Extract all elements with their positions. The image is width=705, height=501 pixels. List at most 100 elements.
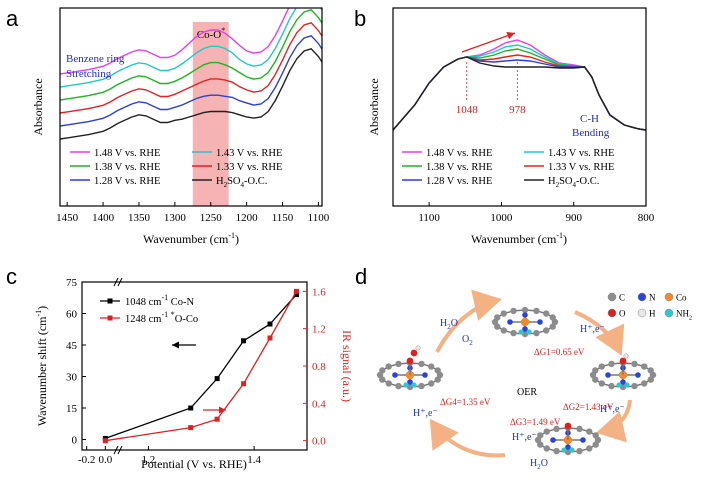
point-1048-cm-1-co-n [267, 321, 273, 327]
series-c-1248-cm-1-o-co [105, 290, 297, 442]
carbon-atom [549, 314, 556, 321]
legend-label-1-33-v-vs-rhe: 1.33 V vs. RHE [548, 162, 614, 173]
carbon-atom [500, 327, 507, 334]
tick-label: 60 [66, 309, 78, 321]
point-1248-cm-1-o-co [188, 425, 194, 431]
oer-label: OER [517, 387, 537, 398]
amino-group [526, 329, 532, 335]
carbon-atom [434, 367, 441, 374]
dg1-label: ΔG1=0.65 eV [534, 347, 585, 357]
peak-label-1048: 1048 [456, 104, 479, 116]
axis-break [117, 445, 123, 455]
legend-symbol-c: C [619, 293, 625, 303]
panel-label-c: c [6, 264, 17, 289]
legend-dot-nh2 [664, 308, 674, 318]
panel-label-d: d [355, 264, 367, 289]
nitrogen-atom [522, 326, 528, 332]
nitrogen-atom [550, 437, 556, 443]
tick-label: 0.4 [312, 398, 326, 410]
carbon-atom [395, 360, 402, 368]
cycle-arrow-3 [596, 399, 632, 443]
h2o-label-top: H2O [440, 318, 458, 331]
panel-a: a Co-O* Benzene ring Stretching 1.48 V v… [6, 6, 330, 246]
tick-label: 0.0 [98, 454, 112, 466]
series-b-1-43-v-vs-rhe [393, 44, 646, 131]
point-1048-cm-1-co-n [293, 292, 299, 298]
panel-b-legend: 1.48 V vs. RHE 1.43 V vs. RHE 1.38 V vs. R… [402, 148, 614, 189]
cobalt-atom [520, 317, 530, 327]
hydrogen-atom [623, 353, 629, 359]
panel-c-x-axis-label: Potential (V vs. RHE) [141, 457, 247, 471]
legend-symbol-nh2: NH2 [676, 309, 692, 322]
panel-label-b: b [354, 6, 366, 31]
tick-label: 1100 [418, 212, 440, 224]
carbon-atom [533, 307, 540, 315]
tick-label: 900 [565, 212, 582, 224]
carbon-atom [647, 367, 654, 374]
tick-label: 15 [66, 403, 78, 415]
oxygen-atom [406, 357, 414, 365]
legend-symbol-co: Co [676, 293, 687, 303]
nitrogen-atom [565, 444, 571, 450]
molecule-bottom [534, 422, 602, 456]
legend-dot-c [607, 292, 617, 302]
tick-label: 1250 [200, 212, 223, 224]
cycle-arrow-4 [429, 418, 506, 458]
oxygen-atom [564, 422, 572, 430]
panel-a-legend: 1.48 V vs. RHE 1.43 V vs. RHE 1.38 V vs. R… [70, 148, 282, 189]
axis-break [113, 445, 119, 455]
carbon-atom [553, 447, 560, 455]
ch-label: C-H [580, 113, 599, 125]
nitrogen-atom [605, 372, 611, 378]
carbon-atom [418, 360, 425, 368]
nitrogen-atom [522, 312, 528, 318]
series-b-h2so4-o-c [393, 56, 646, 131]
molecule-left [376, 345, 444, 391]
panel-b-frame [392, 7, 647, 207]
carbon-atom [537, 432, 544, 439]
tick-label: 1.2 [312, 324, 326, 336]
carbon-atom [576, 447, 583, 455]
panel-a-y-axis-label: Absorbance [31, 78, 45, 135]
carbon-atom [608, 360, 615, 368]
panel-c: c -0.2 0.0 1.2 1.4015304560750.00.40.81.21.… [6, 264, 354, 471]
oxygen-atom [410, 349, 418, 357]
nitrogen-atom [407, 379, 413, 385]
point-1048-cm-1-co-n [214, 376, 220, 382]
tick-label: 1.6 [312, 286, 326, 298]
tick-label: 1000 [490, 212, 513, 224]
carbon-atom [533, 329, 540, 337]
point-1248-cm-1-o-co [102, 438, 108, 444]
carbon-atom [608, 382, 615, 390]
panel-a-x-ticks: 1450 1400 1350 1300 1250 1200 1150 1100 [56, 202, 330, 224]
carbon-atom [647, 376, 654, 383]
molecule-top [491, 306, 559, 338]
panel-label-a: a [6, 6, 19, 31]
cycle-arrow-2 [574, 310, 625, 356]
nitrogen-atom [422, 372, 428, 378]
tick-label: 1450 [56, 212, 79, 224]
series-b-1-28-v-vs-rhe [393, 56, 646, 131]
series-a-h2so4-o-c [60, 48, 322, 140]
nitrogen-atom [392, 372, 398, 378]
legend-label-1-43-v-vs-rhe: 1.43 V vs. RHE [548, 148, 614, 159]
tick-label: 30 [66, 372, 78, 384]
panel-c-legend: 1048 cm-1 Co-N 1248 cm-1 *O-Co [100, 293, 198, 325]
nitrogen-atom [635, 372, 641, 378]
panel-b-y-axis-label: Absorbance [367, 78, 381, 135]
bending-label: Bending [572, 127, 610, 139]
panel-c-frame [81, 281, 308, 451]
carbon-atom [521, 306, 529, 314]
tick-label: 1.4 [247, 454, 261, 466]
tick-label: 1100 [308, 212, 330, 224]
legend-dot-o [607, 308, 617, 318]
panel-a-x-axis-label: Wavenumber (cm-1) [143, 231, 239, 246]
carbon-atom [553, 425, 560, 433]
carbon-atom [385, 380, 392, 387]
o2-label: O2 [462, 334, 473, 347]
panel-d: d H2O O2 H⁺,e⁻ H⁺,e⁻ H⁺,e⁻ H⁺,e⁻ H2O ΔG1… [355, 264, 692, 471]
axis-break [113, 277, 119, 287]
carbon-atom [598, 363, 605, 370]
series-b-1-38-v-vs-rhe [393, 48, 646, 131]
